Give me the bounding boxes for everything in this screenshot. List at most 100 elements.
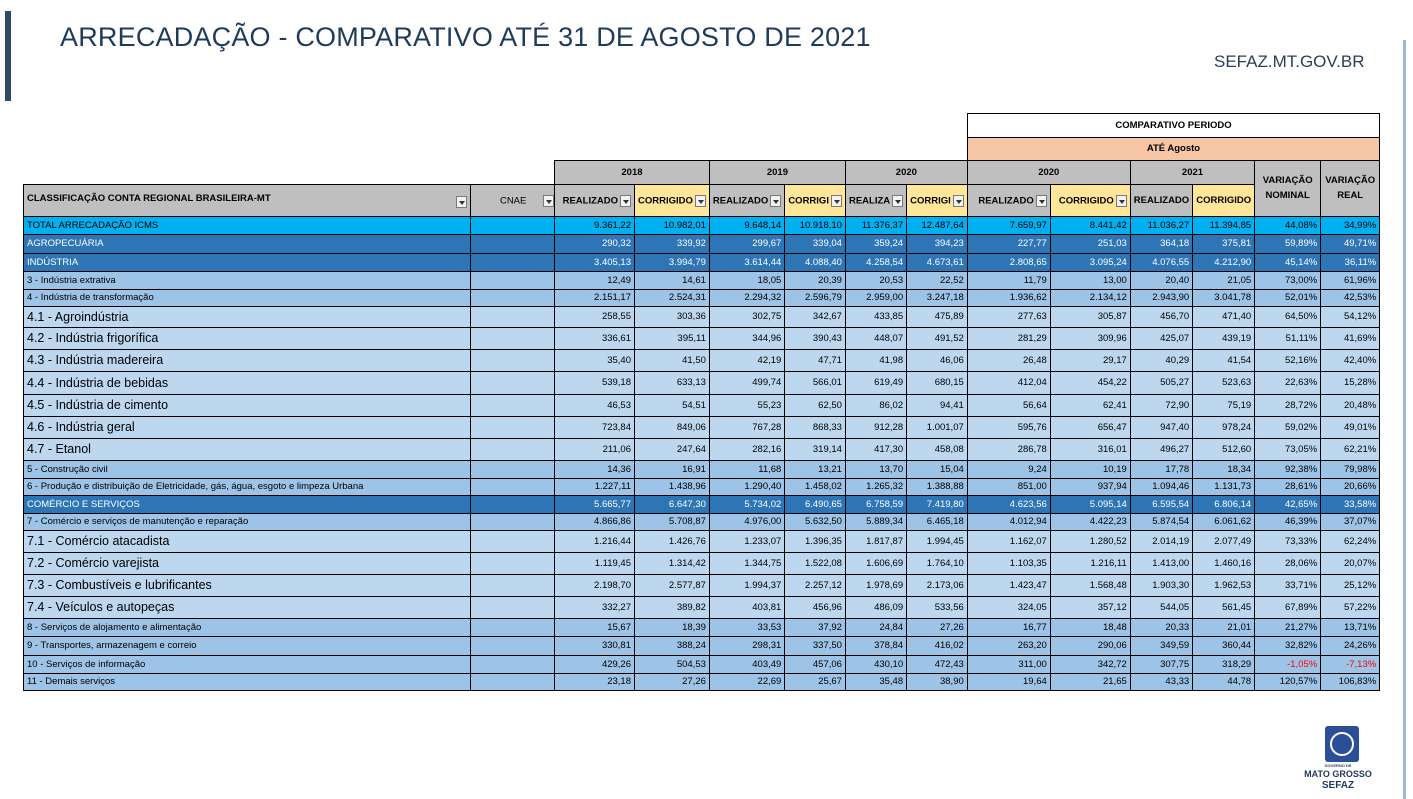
year-header: 2021 — [1129, 160, 1256, 185]
filter-dropdown-icon[interactable] — [770, 194, 782, 207]
value-cell: 1.396,35 — [784, 530, 846, 553]
table-row: 4.4 - Indústria de bebidas 539,18 633,13 49… — [23, 371, 1381, 395]
cnae-cell — [470, 306, 555, 328]
value-cell: 619,49 — [844, 371, 908, 395]
value-cell: 15,04 — [906, 460, 968, 479]
filter-dropdown-icon[interactable] — [892, 194, 904, 207]
value-cell: 10.982,01 — [634, 216, 710, 235]
value-cell: 3.994,79 — [634, 253, 710, 272]
variation-cell: 42,65% — [1254, 495, 1322, 514]
value-cell: 1.426,76 — [634, 530, 710, 553]
cnae-cell — [470, 460, 555, 479]
value-cell: 23,18 — [554, 673, 635, 691]
filter-dropdown-icon[interactable] — [1035, 194, 1047, 207]
value-cell: 7.659,97 — [966, 216, 1051, 235]
corrigido-header: CORRIGI — [906, 184, 968, 217]
value-cell: 1.413,00 — [1129, 552, 1194, 575]
value-cell: 20,40 — [1129, 271, 1194, 290]
value-cell: 290,32 — [554, 234, 635, 254]
realizado-header: REALIZADO — [554, 184, 635, 217]
column-header-label: REALIZADO — [562, 194, 618, 206]
value-cell: 561,45 — [1192, 596, 1256, 619]
table-row: 8 - Serviços de alojamento e alimentação… — [23, 618, 1381, 637]
filter-dropdown-icon[interactable] — [830, 194, 842, 207]
filter-dropdown-icon[interactable] — [952, 194, 964, 207]
row-label: INDÚSTRIA — [23, 253, 471, 272]
value-cell: 344,96 — [708, 327, 786, 350]
variation-cell: 42,53% — [1320, 289, 1381, 307]
value-cell: 43,33 — [1129, 673, 1194, 691]
filter-dropdown-icon[interactable] — [694, 194, 706, 207]
cnae-cell — [470, 416, 555, 439]
cnae-cell — [470, 438, 555, 461]
cnae-cell — [470, 530, 555, 553]
table-row: 3 - Indústria extrativa 12,49 14,61 18,05 20… — [23, 271, 1381, 290]
value-cell: 11.036,27 — [1129, 216, 1194, 235]
value-cell: 11.394,85 — [1192, 216, 1256, 235]
value-cell: 18,05 — [708, 271, 786, 290]
row-label: COMÉRCIO E SERVIÇOS — [23, 495, 471, 514]
value-cell: 46,06 — [906, 349, 968, 372]
table-row: 11 - Demais serviços 23,18 27,26 22,69 25,67… — [23, 673, 1381, 691]
value-cell: 2.014,19 — [1129, 530, 1194, 553]
value-cell: 22,52 — [906, 271, 968, 290]
value-cell: 62,41 — [1049, 394, 1131, 417]
value-cell: 349,59 — [1129, 636, 1194, 656]
variation-cell: 28,72% — [1254, 394, 1322, 417]
value-cell: 395,11 — [634, 327, 710, 350]
value-cell: 1.227,11 — [554, 478, 635, 496]
value-cell: 4.866,86 — [554, 513, 635, 531]
value-cell: 357,12 — [1049, 596, 1131, 619]
variation-cell: 62,24% — [1320, 530, 1381, 553]
column-header-label: REALIZADO — [978, 194, 1034, 206]
revenue-table: COMPARATIVO PERIODO ATÉ Agosto 2018 2019… — [23, 113, 1381, 691]
row-label: 4.5 - Indústria de cimento — [23, 394, 471, 417]
value-cell: 336,61 — [554, 327, 635, 350]
value-cell: 6.647,30 — [634, 495, 710, 514]
classification-header: CLASSIFICAÇÃO CONTA REGIONAL BRASILEIRA-… — [23, 184, 471, 217]
value-cell: 499,74 — [708, 371, 786, 395]
row-label: 5 - Construção civil — [23, 460, 471, 479]
variation-cell: 46,39% — [1254, 513, 1322, 531]
value-cell: 472,43 — [906, 655, 968, 674]
value-cell: 263,20 — [966, 636, 1051, 656]
table-row: AGROPECUÁRIA 290,32 339,92 299,67 339,04 359,… — [23, 234, 1381, 254]
cnae-cell — [470, 216, 555, 235]
filter-dropdown-icon[interactable] — [543, 194, 554, 207]
value-cell: 5.889,34 — [844, 513, 908, 531]
value-cell: 1.280,52 — [1049, 530, 1131, 553]
value-cell: 1.817,87 — [844, 530, 908, 553]
variation-cell: 64,50% — [1254, 306, 1322, 328]
value-cell: 1.265,32 — [844, 478, 908, 496]
value-cell: 1.962,53 — [1192, 574, 1256, 597]
value-cell: 9.648,14 — [708, 216, 786, 235]
value-cell: 947,40 — [1129, 416, 1194, 439]
value-cell: 20,33 — [1129, 618, 1194, 637]
value-cell: 1.290,40 — [708, 478, 786, 496]
value-cell: 2.808,65 — [966, 253, 1051, 272]
variation-cell: -1,05% — [1254, 655, 1322, 674]
column-header-label: REALIZADO — [1133, 194, 1190, 206]
cnae-cell — [470, 289, 555, 307]
value-cell: 54,51 — [634, 394, 710, 417]
variation-cell: 25,12% — [1320, 574, 1381, 597]
variation-cell: 61,96% — [1320, 271, 1381, 290]
filter-dropdown-icon[interactable] — [620, 194, 631, 207]
realizado-header: REALIZADO — [966, 184, 1051, 217]
value-cell: 29,17 — [1049, 349, 1131, 372]
value-cell: 1.423,47 — [966, 574, 1051, 597]
cnae-cell — [470, 673, 555, 691]
value-cell: 360,44 — [1192, 636, 1256, 656]
cnae-cell — [470, 478, 555, 496]
value-cell: 849,06 — [634, 416, 710, 439]
variation-cell: 120,57% — [1254, 673, 1322, 691]
value-cell: 2.524,31 — [634, 289, 710, 307]
cnae-cell — [470, 655, 555, 674]
value-cell: 27,26 — [906, 618, 968, 637]
value-cell: 2.134,12 — [1049, 289, 1131, 307]
variation-cell: 73,00% — [1254, 271, 1322, 290]
filter-dropdown-icon[interactable] — [1115, 194, 1127, 207]
variation-cell: 45,14% — [1254, 253, 1322, 272]
filter-dropdown-icon[interactable] — [456, 195, 467, 208]
table-row: 4.6 - Indústria geral 723,84 849,06 767,28 8… — [23, 416, 1381, 439]
